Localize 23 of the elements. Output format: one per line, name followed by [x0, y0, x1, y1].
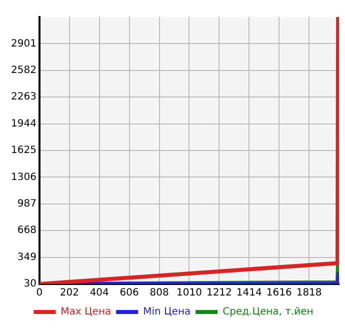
y-tick-label: 2901: [10, 38, 36, 50]
legend-label: Min Цена: [143, 306, 191, 318]
legend-label: Max Цена: [60, 306, 112, 318]
x-tick-label: 1818: [296, 288, 322, 299]
y-tick-label: 349: [17, 252, 36, 263]
y-tick-label: 2263: [10, 92, 36, 103]
x-tick-label: 404: [90, 288, 109, 299]
legend-label: Сред.Цена, т.йен: [222, 306, 314, 318]
y-tick-label: 1944: [10, 118, 36, 130]
x-tick-label: 0: [36, 288, 43, 299]
x-tick-label: 202: [60, 288, 79, 299]
x-tick-label: 808: [150, 288, 169, 299]
y-tick-label: 30: [24, 278, 36, 290]
y-tick-label: 1625: [10, 145, 36, 156]
y-tick-label: 987: [17, 198, 36, 210]
y-tick-label: 2582: [10, 64, 36, 76]
x-tick-label: 1616: [266, 288, 292, 299]
x-tick-label: 1212: [206, 288, 232, 299]
x-tick-label: 606: [120, 288, 139, 299]
x-tick-label: 1010: [176, 288, 202, 299]
x-tick-label: 1414: [236, 288, 262, 299]
y-tick-label: 1306: [10, 172, 36, 183]
y-tick-label: 668: [17, 225, 36, 236]
